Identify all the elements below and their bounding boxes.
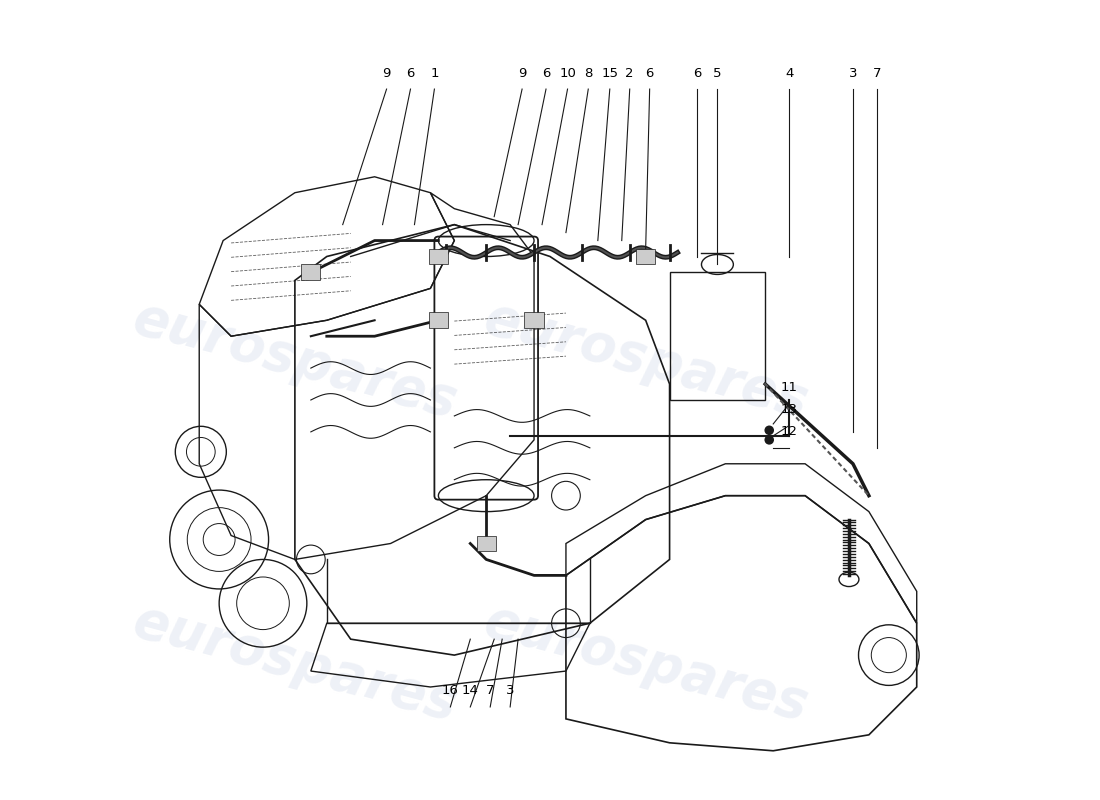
Text: 8: 8 (584, 66, 593, 79)
Text: eurospares: eurospares (477, 292, 813, 428)
Text: eurospares: eurospares (128, 595, 463, 731)
Text: 2: 2 (626, 66, 634, 79)
Text: 14: 14 (462, 684, 478, 698)
Bar (301, 265, 320, 281)
Bar (476, 535, 496, 551)
Text: 6: 6 (542, 66, 550, 79)
Text: 13: 13 (781, 403, 798, 416)
Text: 6: 6 (406, 66, 415, 79)
Circle shape (764, 435, 774, 445)
Text: eurospares: eurospares (477, 595, 813, 731)
Text: 3: 3 (849, 66, 857, 79)
Text: 12: 12 (781, 426, 798, 438)
Text: 1: 1 (430, 66, 439, 79)
Text: 4: 4 (785, 66, 793, 79)
Text: 15: 15 (602, 66, 618, 79)
Text: 16: 16 (442, 684, 459, 698)
Bar (429, 249, 448, 265)
Bar (429, 312, 448, 328)
Text: 10: 10 (559, 66, 576, 79)
Text: 6: 6 (693, 66, 702, 79)
Text: 7: 7 (872, 66, 881, 79)
Text: 9: 9 (383, 66, 390, 79)
Text: 3: 3 (506, 684, 515, 698)
Bar (636, 249, 656, 265)
Text: 5: 5 (713, 66, 722, 79)
Text: eurospares: eurospares (128, 292, 463, 428)
Text: 6: 6 (646, 66, 653, 79)
Text: 9: 9 (518, 66, 526, 79)
Bar (525, 312, 543, 328)
Circle shape (764, 426, 774, 435)
Text: 11: 11 (781, 382, 798, 394)
Text: 7: 7 (486, 684, 495, 698)
Bar (670, 273, 766, 400)
